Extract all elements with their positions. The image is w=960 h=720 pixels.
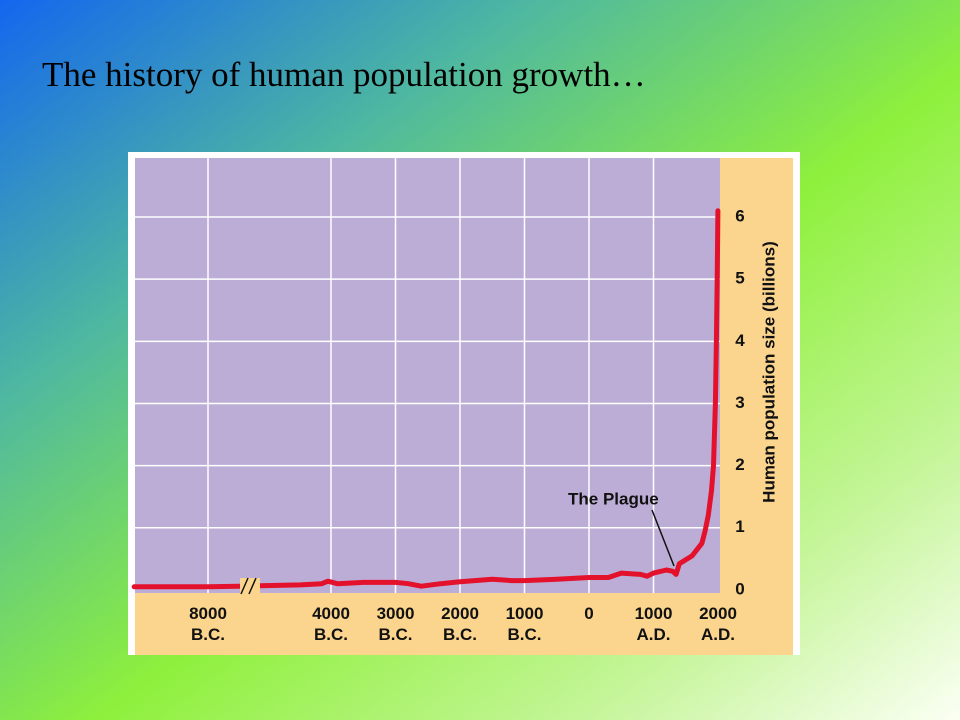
y-tick-label: 0 xyxy=(735,579,744,598)
marks xyxy=(131,208,721,590)
x-tick-label: 8000 B.C. xyxy=(189,604,227,644)
x-tick-label: 4000 B.C. xyxy=(312,604,350,644)
grid xyxy=(135,158,720,593)
x-tick-label: 0 xyxy=(584,604,594,623)
y-tick-label: 1 xyxy=(735,517,744,536)
x-tick-label: 1000 B.C. xyxy=(505,604,544,644)
y-tick-label: 4 xyxy=(735,331,745,350)
annotation-arrow xyxy=(651,509,675,567)
y-tick-label: 6 xyxy=(735,207,744,226)
x-tick-label: 3000 B.C. xyxy=(376,604,415,644)
axis-break-mark xyxy=(248,577,257,595)
y-tick-label: 2 xyxy=(735,455,744,474)
y-tick-label: 5 xyxy=(735,269,744,288)
axis-break-mark xyxy=(240,577,249,595)
y-axis-title: Human population size (billions) xyxy=(759,241,778,503)
x-tick-label: 2000 A.D. xyxy=(699,604,737,644)
plot-area xyxy=(135,158,720,593)
y-tick-label: 3 xyxy=(735,393,744,412)
x-tick-label: 1000 A.D. xyxy=(634,604,673,644)
axis-break xyxy=(240,577,260,595)
annotation: The Plague xyxy=(568,489,659,508)
slide-title: The history of human population growth… xyxy=(42,55,646,94)
data-line xyxy=(131,208,721,590)
x-tick-label: 2000 B.C. xyxy=(441,604,479,644)
